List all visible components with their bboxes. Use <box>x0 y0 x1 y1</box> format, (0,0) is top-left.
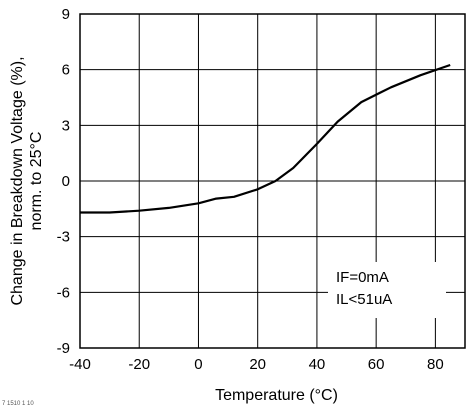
x-tick-label: 20 <box>249 356 266 373</box>
y-tick-labels: -9 -6 -3 0 3 6 9 <box>57 6 70 357</box>
x-tick-label: -20 <box>128 356 150 373</box>
x-tick-label: 40 <box>309 356 326 373</box>
y-tick-label: -9 <box>57 340 70 357</box>
y-tick-label: 0 <box>62 173 70 190</box>
y-tick-label: -3 <box>57 229 70 246</box>
y-tick-label: 3 <box>62 117 70 134</box>
x-tick-labels: -40 -20 0 20 40 60 80 <box>69 356 444 373</box>
x-axis-label: Temperature (°C) <box>215 387 338 404</box>
x-tick-label: 80 <box>427 356 444 373</box>
annotation-il: IL<51uA <box>336 291 392 308</box>
x-tick-label: -40 <box>69 356 91 373</box>
x-tick-label: 60 <box>368 356 385 373</box>
series-line <box>80 63 451 214</box>
y-axis-label-line1: Change in Breakdown Voltage (%), <box>9 56 26 305</box>
plot-frame <box>79 13 466 349</box>
x-tick-label: 0 <box>194 356 202 373</box>
annotation-box <box>328 262 446 318</box>
y-axis-label-line2: norm. to 25°C <box>28 132 45 231</box>
annotation-if: IF=0mA <box>336 269 389 286</box>
y-tick-label: 9 <box>62 6 70 23</box>
footnote: 7 1510 1 10 <box>2 401 34 407</box>
y-tick-label: -6 <box>57 284 70 301</box>
y-tick-label: 6 <box>62 62 70 79</box>
